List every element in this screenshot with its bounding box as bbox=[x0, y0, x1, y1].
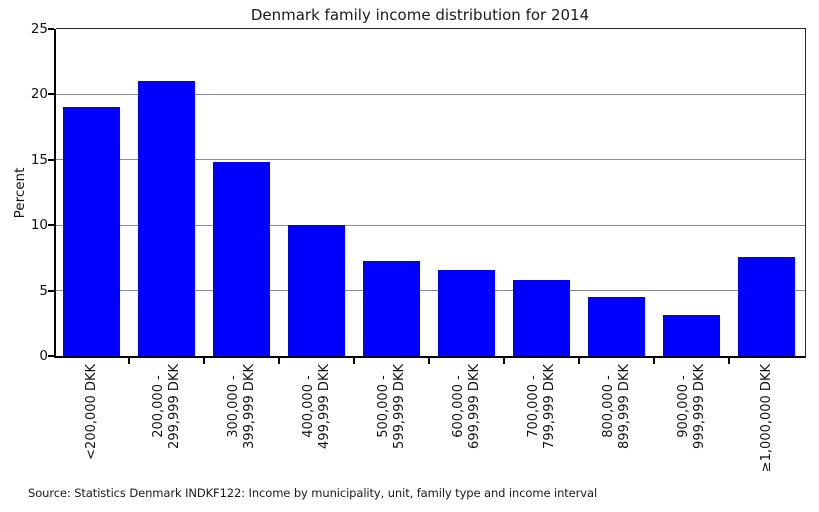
x-tick-label-text-9: ≥1,000,000 DKK bbox=[758, 364, 774, 473]
x-tick-label-text-1: 200,000 - 299,999 DKK bbox=[150, 364, 182, 449]
y-axis-label: Percent bbox=[12, 167, 28, 219]
x-tick-3 bbox=[278, 358, 280, 364]
bar-7 bbox=[588, 297, 645, 356]
bar-3 bbox=[288, 225, 345, 356]
x-tick-1 bbox=[128, 358, 130, 364]
axis-line-top bbox=[56, 28, 806, 29]
bar-5 bbox=[438, 269, 495, 356]
x-tick-label-text-4: 500,000 - 599,999 DKK bbox=[375, 364, 407, 449]
y-tick-label-20: 20 bbox=[30, 86, 48, 103]
axis-line-right bbox=[805, 28, 806, 358]
bar-2 bbox=[213, 162, 270, 356]
y-tick-5 bbox=[48, 289, 54, 292]
source-note: Source: Statistics Denmark INDKF122: Inc… bbox=[28, 486, 598, 500]
y-tick-label-25: 25 bbox=[30, 21, 48, 37]
y-tick-label-5: 5 bbox=[39, 282, 48, 299]
x-tick-2 bbox=[203, 358, 205, 364]
x-tick-label-text-5: 600,000 - 699,999 DKK bbox=[450, 364, 482, 449]
x-tick-8 bbox=[653, 358, 655, 364]
y-tick-label-15: 15 bbox=[30, 151, 48, 168]
bar-0 bbox=[63, 107, 120, 356]
bar-6 bbox=[513, 280, 570, 356]
x-tick-4 bbox=[353, 358, 355, 364]
y-tick-label-10: 10 bbox=[30, 217, 48, 234]
x-tick-label-text-3: 400,000 - 499,999 DKK bbox=[300, 364, 332, 449]
axis-line-left bbox=[54, 29, 56, 358]
gridline-20 bbox=[56, 93, 805, 95]
plot-area bbox=[48, 28, 806, 364]
x-tick-9 bbox=[728, 358, 730, 364]
x-tick-label-text-2: 300,000 - 399,999 DKK bbox=[225, 364, 257, 449]
y-tick-20 bbox=[48, 93, 54, 96]
bar-8 bbox=[663, 315, 720, 356]
x-tick-5 bbox=[428, 358, 430, 364]
bar-9 bbox=[738, 256, 795, 356]
bar-4 bbox=[363, 260, 420, 356]
y-tick-15 bbox=[48, 158, 54, 161]
y-tick-25 bbox=[48, 28, 54, 30]
x-tick-label-text-0: <200,000 DKK bbox=[83, 364, 99, 460]
chart-title: Denmark family income distribution for 2… bbox=[250, 6, 590, 24]
gridline-10 bbox=[56, 224, 805, 226]
x-tick-7 bbox=[578, 358, 580, 364]
axis-line-bottom bbox=[54, 356, 805, 358]
gridline-5 bbox=[56, 290, 805, 292]
x-tick-6 bbox=[503, 358, 505, 364]
x-tick-label-text-6: 700,000 - 799,999 DKK bbox=[525, 364, 557, 449]
gridline-15 bbox=[56, 159, 805, 161]
x-tick-label-text-7: 800,000 - 899,999 DKK bbox=[600, 364, 632, 449]
y-tick-0 bbox=[48, 355, 54, 357]
y-tick-label-0: 0 bbox=[39, 348, 48, 364]
x-tick-label-text-8: 900,000 - 999,999 DKK bbox=[675, 364, 707, 449]
bar-1 bbox=[138, 81, 195, 356]
y-tick-10 bbox=[48, 224, 54, 227]
